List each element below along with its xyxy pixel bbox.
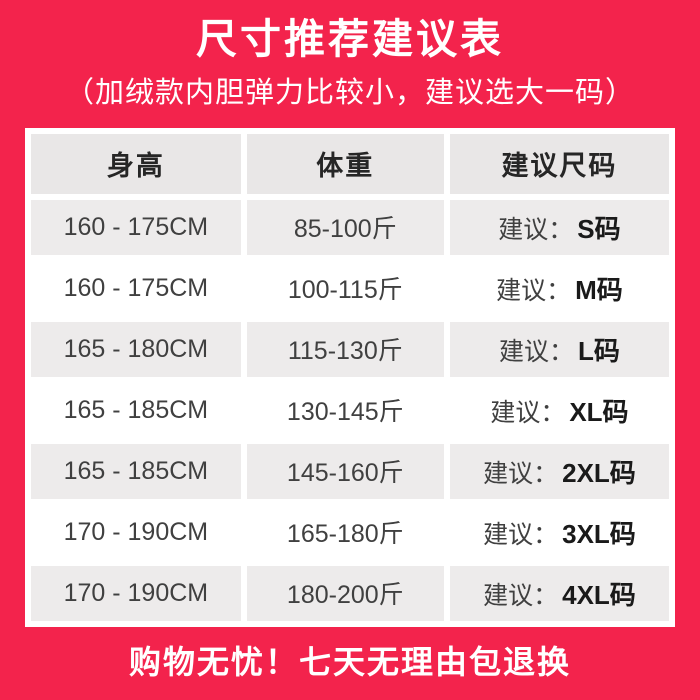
height-cell: 160 - 175CM [31,260,241,316]
advice-label: 建议： [483,520,559,549]
advice-label: 建议： [483,581,559,610]
size-table-body: 160 - 175CM 85-100斤 建议： S码 160 - 175CM 10… [31,199,669,621]
table-row: 170 - 190CM 180-200斤 建议： 4XL码 [31,565,669,621]
header-size: 建议尺码 [449,133,669,194]
size-cell: 建议： S码 [449,199,669,255]
table-row: 160 - 175CM 100-115斤 建议： M码 [31,260,669,316]
height-cell: 165 - 185CM [31,443,241,499]
height-cell: 170 - 190CM [31,565,241,621]
weight-cell: 130-145斤 [246,382,444,438]
size-value: L码 [578,335,620,366]
size-cell: 建议： 4XL码 [449,565,669,621]
header-row: 身高 体重 建议尺码 [31,133,669,194]
table-row: 170 - 190CM 165-180斤 建议： 3XL码 [31,504,669,560]
size-cell: 建议： XL码 [449,382,669,438]
advice-label: 建议： [496,276,572,305]
table-row: 160 - 175CM 85-100斤 建议： S码 [31,199,669,255]
size-value: S码 [577,213,621,244]
size-value: 4XL码 [562,579,636,610]
footer-guarantee-text: 购物无忧！七天无理由包退换 [128,643,571,680]
size-table-card: 身高 体重 建议尺码 160 - 175CM 85-100斤 建议： S码 160… [25,127,675,627]
weight-cell: 115-130斤 [246,321,444,377]
advice-label: 建议： [483,459,559,488]
size-cell: 建议： L码 [449,321,669,377]
height-cell: 160 - 175CM [31,199,241,255]
size-cell: 建议： M码 [449,260,669,316]
size-table-header: 身高 体重 建议尺码 [31,133,669,194]
table-row: 165 - 185CM 145-160斤 建议： 2XL码 [31,443,669,499]
size-cell: 建议： 3XL码 [449,504,669,560]
header-height: 身高 [31,133,241,194]
table-row: 165 - 185CM 130-145斤 建议： XL码 [31,382,669,438]
advice-label: 建议： [498,215,574,244]
page-title: 尺寸推荐建议表 [196,16,504,62]
header-weight: 体重 [246,133,444,194]
table-row: 165 - 180CM 115-130斤 建议： L码 [31,321,669,377]
size-value: XL码 [569,396,629,427]
weight-cell: 85-100斤 [246,199,444,255]
size-value: M码 [575,274,623,305]
weight-cell: 145-160斤 [246,443,444,499]
size-value: 3XL码 [562,518,636,549]
weight-cell: 100-115斤 [246,260,444,316]
size-value: 2XL码 [562,457,636,488]
size-table: 身高 体重 建议尺码 160 - 175CM 85-100斤 建议： S码 160… [25,128,675,627]
height-cell: 165 - 180CM [31,321,241,377]
page-subtitle: （加绒款内胆弹力比较小，建议选大一码） [64,77,635,110]
weight-cell: 165-180斤 [246,504,444,560]
height-cell: 170 - 190CM [31,504,241,560]
weight-cell: 180-200斤 [246,565,444,621]
advice-label: 建议： [490,398,566,427]
advice-label: 建议： [498,337,574,366]
size-cell: 建议： 2XL码 [449,443,669,499]
height-cell: 165 - 185CM [31,382,241,438]
